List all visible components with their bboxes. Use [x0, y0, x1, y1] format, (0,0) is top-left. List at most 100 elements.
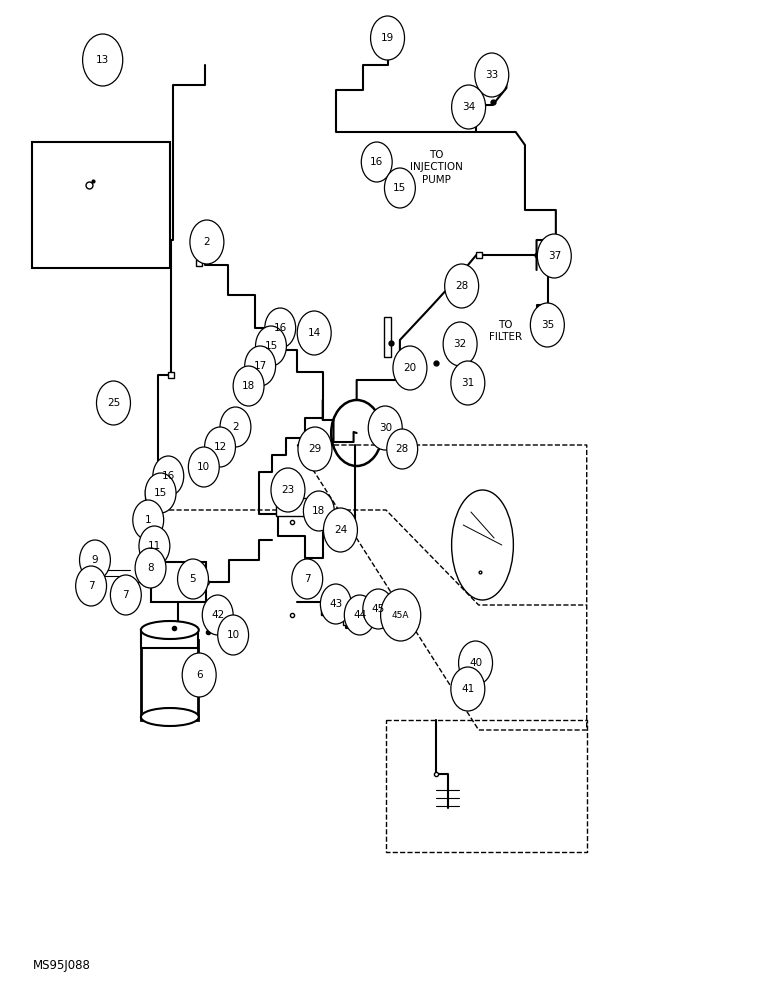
- Text: 10: 10: [197, 462, 211, 472]
- Circle shape: [139, 526, 170, 566]
- Circle shape: [537, 234, 571, 278]
- Circle shape: [110, 575, 141, 615]
- Text: 45: 45: [371, 604, 385, 614]
- Circle shape: [218, 615, 249, 655]
- Text: 18: 18: [312, 506, 326, 516]
- Text: 17: 17: [253, 361, 267, 371]
- Text: 9: 9: [92, 555, 98, 565]
- Circle shape: [96, 381, 130, 425]
- Circle shape: [76, 566, 107, 606]
- Text: 35: 35: [540, 320, 554, 330]
- Text: 37: 37: [547, 251, 561, 261]
- Text: 28: 28: [395, 444, 409, 454]
- Bar: [384, 317, 391, 357]
- Ellipse shape: [141, 708, 198, 726]
- Text: 5: 5: [190, 574, 196, 584]
- Circle shape: [451, 361, 485, 405]
- Text: 12: 12: [213, 442, 227, 452]
- Text: 28: 28: [455, 281, 469, 291]
- Text: 19: 19: [381, 33, 394, 43]
- Text: 41: 41: [461, 684, 475, 694]
- Circle shape: [202, 595, 233, 635]
- Circle shape: [381, 589, 421, 641]
- Text: MS95J088: MS95J088: [32, 959, 90, 972]
- Bar: [32, 142, 170, 268]
- Text: 31: 31: [461, 378, 475, 388]
- Circle shape: [297, 311, 331, 355]
- Circle shape: [298, 427, 332, 471]
- Text: 34: 34: [462, 102, 476, 112]
- Text: 11: 11: [147, 541, 161, 551]
- Circle shape: [371, 16, 405, 60]
- Circle shape: [265, 308, 296, 348]
- Circle shape: [271, 468, 305, 512]
- Bar: [141, 630, 198, 648]
- Text: 7: 7: [304, 574, 310, 584]
- Text: 7: 7: [123, 590, 129, 600]
- Text: TO
INJECTION
PUMP: TO INJECTION PUMP: [410, 150, 462, 185]
- Text: 33: 33: [485, 70, 499, 80]
- Circle shape: [233, 366, 264, 406]
- Text: 23: 23: [281, 485, 295, 495]
- Text: 16: 16: [273, 323, 287, 333]
- Circle shape: [368, 406, 402, 450]
- Text: 32: 32: [453, 339, 467, 349]
- Circle shape: [320, 584, 351, 624]
- Circle shape: [145, 473, 176, 513]
- Circle shape: [80, 540, 110, 580]
- Circle shape: [133, 500, 164, 540]
- Text: 14: 14: [307, 328, 321, 338]
- Circle shape: [459, 641, 493, 685]
- Circle shape: [445, 264, 479, 308]
- Circle shape: [475, 53, 509, 97]
- Text: 18: 18: [242, 381, 256, 391]
- Text: 1: 1: [145, 515, 151, 525]
- Circle shape: [344, 595, 375, 635]
- Text: 24: 24: [334, 525, 347, 535]
- Circle shape: [205, 427, 235, 467]
- Text: 15: 15: [393, 183, 407, 193]
- Text: 16: 16: [370, 157, 384, 167]
- Text: 16: 16: [161, 471, 175, 481]
- Circle shape: [384, 168, 415, 208]
- Text: 15: 15: [154, 488, 168, 498]
- Circle shape: [256, 326, 286, 366]
- Circle shape: [361, 142, 392, 182]
- Circle shape: [323, 508, 357, 552]
- Circle shape: [451, 667, 485, 711]
- Text: 2: 2: [204, 237, 210, 247]
- Circle shape: [452, 85, 486, 129]
- Circle shape: [443, 322, 477, 366]
- Text: 10: 10: [226, 630, 240, 640]
- Ellipse shape: [141, 621, 198, 639]
- Circle shape: [153, 456, 184, 496]
- Text: 44: 44: [353, 610, 367, 620]
- Text: 42: 42: [211, 610, 225, 620]
- Text: 45A: 45A: [392, 610, 409, 619]
- Circle shape: [292, 559, 323, 599]
- Bar: [151, 562, 206, 602]
- Circle shape: [135, 548, 166, 588]
- Circle shape: [182, 653, 216, 697]
- Bar: [141, 640, 198, 720]
- Circle shape: [387, 429, 418, 469]
- Circle shape: [220, 407, 251, 447]
- Text: 40: 40: [469, 658, 482, 668]
- Text: 29: 29: [308, 444, 322, 454]
- Text: 43: 43: [329, 599, 343, 609]
- Bar: [276, 498, 307, 516]
- Circle shape: [303, 491, 334, 531]
- Text: 2: 2: [232, 422, 239, 432]
- Circle shape: [393, 346, 427, 390]
- Circle shape: [190, 220, 224, 264]
- Circle shape: [188, 447, 219, 487]
- Text: 15: 15: [264, 341, 278, 351]
- Circle shape: [178, 559, 208, 599]
- Text: TO
FILTER: TO FILTER: [489, 320, 522, 342]
- Text: 30: 30: [378, 423, 392, 433]
- Text: 8: 8: [147, 563, 154, 573]
- Text: 20: 20: [403, 363, 417, 373]
- Circle shape: [530, 303, 564, 347]
- Text: 7: 7: [88, 581, 94, 591]
- Text: 25: 25: [107, 398, 120, 408]
